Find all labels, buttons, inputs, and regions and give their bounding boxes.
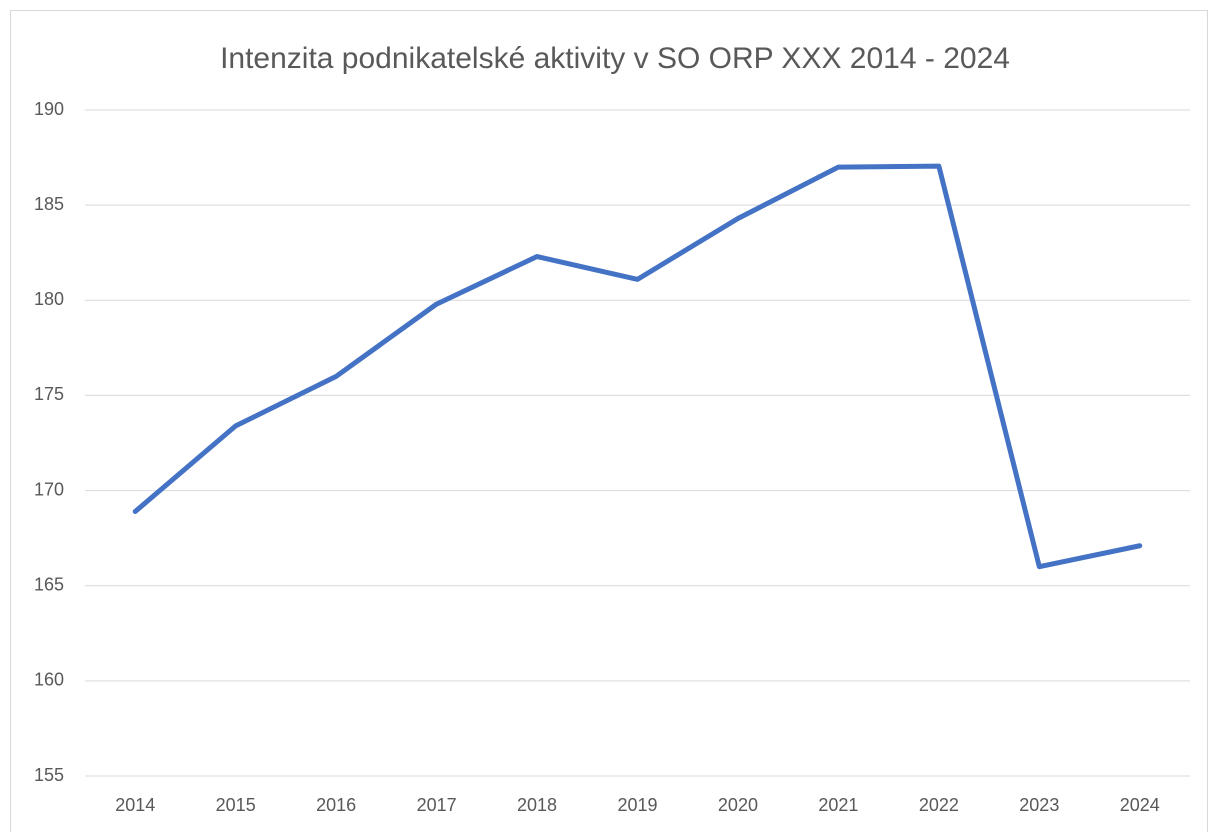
x-tick-label: 2024 xyxy=(1120,795,1160,815)
x-tick-label: 2015 xyxy=(216,795,256,815)
chart-title: Intenzita podnikatelské aktivity v SO OR… xyxy=(220,42,1010,75)
y-tick-label: 165 xyxy=(34,574,64,594)
y-tick-label: 155 xyxy=(34,765,64,785)
y-tick-label: 160 xyxy=(34,670,64,690)
x-tick-label: 2017 xyxy=(417,795,457,815)
y-tick-label: 180 xyxy=(34,289,64,309)
line-series xyxy=(132,163,1143,570)
x-tick-label: 2021 xyxy=(818,795,858,815)
y-tick-label: 175 xyxy=(34,384,64,404)
x-tick-label: 2014 xyxy=(115,795,155,815)
y-tick-label: 185 xyxy=(34,194,64,214)
x-tick-label: 2018 xyxy=(517,795,557,815)
y-tick-label: 190 xyxy=(34,99,64,119)
x-tick-label: 2020 xyxy=(718,795,758,815)
chart-border xyxy=(10,10,1208,837)
x-tick-label: 2016 xyxy=(316,795,356,815)
y-tick-label: 170 xyxy=(34,479,64,499)
x-tick-label: 2023 xyxy=(1019,795,1059,815)
x-tick-label: 2022 xyxy=(919,795,959,815)
x-tick-label: 2019 xyxy=(617,795,657,815)
